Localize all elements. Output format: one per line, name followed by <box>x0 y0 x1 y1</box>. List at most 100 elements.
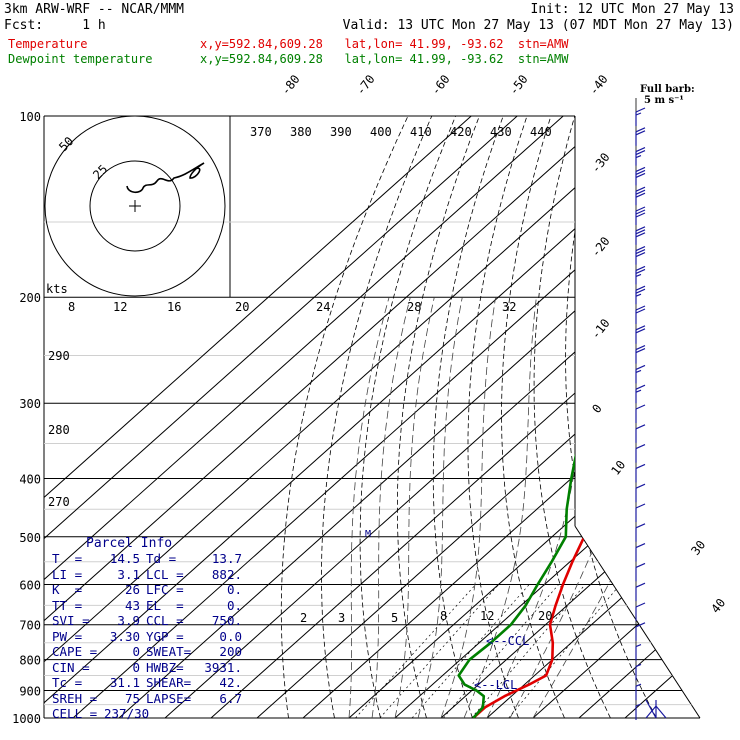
wind-barb <box>635 463 646 483</box>
barb-flag <box>635 206 646 212</box>
barb-flag <box>635 285 646 291</box>
isotherm-label: -70 <box>353 72 377 98</box>
parcel-info-cell: HWBZ= <box>146 659 184 675</box>
isotherm-label: 30 <box>688 538 708 558</box>
inset-scale-label: 28 <box>407 300 421 314</box>
parcel-info-rows: T = 14.5 Td = 13.7 LI = 3.1 LCL = 882. K = 26 LFC … <box>52 551 242 722</box>
legend-temperature-label: Temperature <box>8 37 88 51</box>
parcel-info-cell: 0. <box>226 597 242 613</box>
isotherm-label: 0 <box>589 402 604 416</box>
pressure-tick-label: 800 <box>19 654 41 668</box>
wind-barb <box>635 644 642 661</box>
surface-barb <box>645 699 667 719</box>
barb-half-flag <box>635 663 642 667</box>
parcel-info-row: CELL = 237/30 <box>52 706 242 722</box>
wind-barb <box>635 562 646 582</box>
barb-flag <box>635 166 646 172</box>
wind-barb <box>635 206 646 225</box>
dry-adiabat <box>737 116 740 718</box>
isotherm <box>334 116 700 718</box>
isotherm <box>44 116 487 718</box>
parcel-info-cell: 3.1 <box>117 566 140 582</box>
mixing-ratio-line <box>471 584 586 718</box>
parcel-info-cell: 0 <box>132 644 140 659</box>
parcel-info-row: SVI = 3.9 CCL = 750. <box>52 613 242 629</box>
barb-flag <box>635 582 646 588</box>
hodograph-ring-label: 25 <box>90 162 110 182</box>
isotherm-label: -20 <box>588 234 612 260</box>
parcel-info-cell: LI = <box>52 566 83 582</box>
parcel-info-cell: SVI = <box>52 613 90 628</box>
hodograph-outer-ring <box>44 115 226 297</box>
parcel-info-cell: 750. <box>211 613 242 628</box>
wind-barb <box>635 246 646 265</box>
barb-flag <box>635 622 646 628</box>
wind-barb <box>635 384 646 404</box>
parcel-info-row: Tc = 31.1 SHEAR= 42. <box>52 675 242 691</box>
parcel-info-cell: 882. <box>211 566 242 582</box>
inset-scale-label: 16 <box>167 300 181 314</box>
mixing-ratio-label: 20 <box>538 609 552 623</box>
parcel-info-cell: 26 <box>124 582 140 597</box>
barb-flag <box>635 328 646 334</box>
parcel-info-cell <box>204 706 242 722</box>
wind-barb <box>635 663 642 681</box>
inset-scale-label: 8 <box>68 300 75 314</box>
barb-flag <box>635 209 646 215</box>
isotherm-label: -40 <box>586 72 610 98</box>
barb-flag <box>635 364 646 370</box>
parcel-info-cell: 42. <box>219 675 242 690</box>
hodograph-trace <box>126 162 205 194</box>
theta-left-label: 270 <box>48 495 70 509</box>
dry-adiabat <box>501 116 565 718</box>
pressure-tick-label: 600 <box>19 578 41 592</box>
parcel-info-cell: Td = <box>146 551 177 566</box>
barb-half-flag <box>635 155 642 159</box>
moist-adiabat <box>532 297 700 718</box>
forecast-hour: Fcst: 1 h <box>4 18 106 33</box>
parcel-info-row: CIN = 0 HWBZ= 3931. <box>52 660 242 676</box>
wind-barb <box>635 503 646 522</box>
legend-temperature-location: x,y=592.84,609.28 lat,lon= 41.99, -93.62… <box>200 37 569 51</box>
parcel-info-cell: CIN = <box>52 659 90 675</box>
barb-flag <box>635 308 646 314</box>
parcel-info-cell: Tc = <box>52 675 83 690</box>
m-marker: M <box>365 529 372 540</box>
moist-adiabat <box>394 297 435 718</box>
barb-flag <box>635 252 646 258</box>
wind-barb <box>635 543 646 562</box>
parcel-info-cell: CCL = <box>146 613 184 628</box>
barb-flag <box>635 384 646 390</box>
isotherm <box>472 116 700 718</box>
barb-flag <box>635 147 646 153</box>
barb-flag <box>635 212 646 218</box>
moist-adiabat <box>440 297 496 718</box>
dry-adiabat <box>359 116 456 718</box>
inset-scale-label: 20 <box>235 300 249 314</box>
parcel-info-cell: 75 <box>124 690 140 706</box>
barb-half-flag <box>635 369 642 373</box>
theta-left-label: 280 <box>48 423 70 437</box>
barb-flag <box>635 523 646 529</box>
moist-adiabat <box>486 297 588 718</box>
mixing-ratio-label: 2 <box>300 611 307 625</box>
barb-flag <box>635 130 646 136</box>
ccl-marker: <--CCL <box>486 634 530 648</box>
parcel-info-cell: 0.0 <box>219 628 242 644</box>
pressure-tick-label: 700 <box>19 619 41 633</box>
dry-adiabat <box>654 116 700 718</box>
barb-legend-line2: 5 m s⁻¹ <box>644 95 684 106</box>
isotherm <box>44 116 533 718</box>
wind-barb <box>635 127 646 146</box>
isotherm-label: -50 <box>506 72 530 98</box>
parcel-info-cell: SWEAT= <box>146 644 192 659</box>
wind-barb <box>635 424 646 443</box>
init-time: Init: 12 UTC Mon 27 May 13 <box>530 2 735 17</box>
isotherm-label: 10 <box>608 458 628 478</box>
barb-flag <box>635 172 646 178</box>
barb-flag <box>635 503 646 509</box>
mixing-ratio-line <box>355 584 477 718</box>
parcel-info-cell: LFC = <box>146 582 184 597</box>
theta-label: 370 <box>250 125 272 139</box>
